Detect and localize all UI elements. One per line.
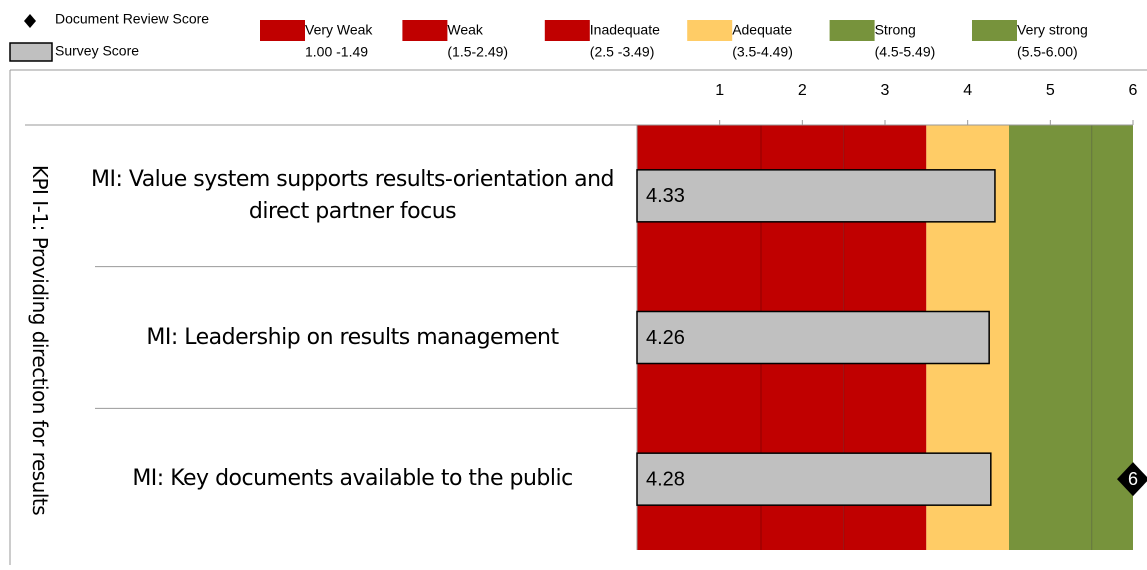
legend-swatch xyxy=(972,20,1017,41)
diamond-marker xyxy=(1117,462,1147,497)
category-label: MI: Value system supports results-orient… xyxy=(90,166,615,224)
legend-range: (2.5 -3.49) xyxy=(590,44,655,60)
legend-range: (3.5-4.49) xyxy=(732,44,793,60)
category-label: MI: Key documents available to the publi… xyxy=(132,466,573,492)
legend-range: 1.00 -1.49 xyxy=(305,44,368,60)
group-label: KPI I-1: Providing direction for results xyxy=(28,164,52,516)
bar xyxy=(636,310,990,365)
legend-label: Strong xyxy=(875,22,916,38)
legend-swatch xyxy=(260,20,305,41)
x-tick-label: 4 xyxy=(963,82,972,99)
legend-label: Very strong xyxy=(1017,22,1088,38)
x-tick-label: 6 xyxy=(1129,82,1138,99)
x-tick-label: 5 xyxy=(1046,82,1055,99)
bar-label: 4.33 xyxy=(646,185,685,207)
legend-label: Survey Score xyxy=(55,43,139,59)
band xyxy=(1009,125,1092,550)
bar-label: 4.28 xyxy=(646,468,685,490)
legend-label: Inadequate xyxy=(590,22,660,38)
bar-label: 4.26 xyxy=(646,327,685,349)
legend-swatch xyxy=(544,20,590,41)
legend-swatch xyxy=(687,20,733,41)
x-tick-label: 1 xyxy=(715,82,724,99)
bar xyxy=(636,169,996,223)
category-label: MI: Leadership on results management xyxy=(146,324,559,350)
x-tick-label: 2 xyxy=(798,82,807,99)
legend-label: Adequate xyxy=(732,22,792,38)
legend-swatch xyxy=(9,42,53,62)
legend-label: Document Review Score xyxy=(55,11,209,27)
legend-swatch xyxy=(829,20,875,41)
legend-range: (5.5-6.00) xyxy=(1017,44,1078,60)
legend-range: (1.5-2.49) xyxy=(447,44,508,60)
legend-label: Weak xyxy=(447,22,484,38)
bar xyxy=(636,452,992,506)
legend-range: (4.5-5.49) xyxy=(875,44,936,60)
legend-diamond xyxy=(24,14,36,28)
x-tick-label: 3 xyxy=(881,82,890,99)
marker-label: 6 xyxy=(1128,469,1138,489)
legend-swatch xyxy=(402,20,448,41)
legend-label: Very Weak xyxy=(305,22,373,38)
